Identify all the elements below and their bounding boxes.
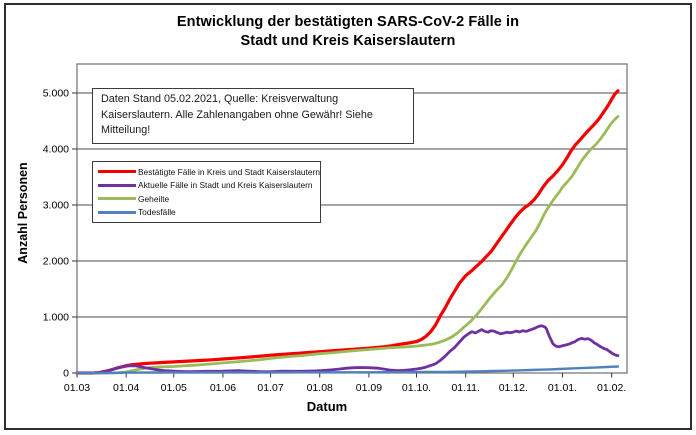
x-tick-label: 01.03: [64, 382, 90, 394]
y-tick-label: 0: [63, 368, 69, 380]
x-tick-label: 01.04: [113, 382, 139, 394]
x-tick-label: 01.08: [307, 382, 333, 394]
series-line: [75, 115, 620, 375]
x-tick-label: 01.01.: [548, 382, 577, 394]
data-note-line2: Kaiserslautern. Alle Zahlenangaben ohne …: [101, 108, 373, 137]
legend-label: Bestätigte Fälle in Kreis und Stadt Kais…: [138, 166, 321, 177]
y-tick-label: 2.000: [43, 256, 69, 268]
x-tick-label: 01.06: [210, 382, 236, 394]
legend-line-swatch: [98, 170, 136, 174]
y-tick-label: 3.000: [43, 200, 69, 212]
data-note-line1: Daten Stand 05.02.2021, Quelle: Kreisver…: [101, 93, 339, 105]
chart-title: Entwicklung der bestätigten SARS-CoV-2 F…: [0, 13, 696, 50]
x-tick-label: 01.02.: [597, 382, 626, 394]
legend-label: Todesfälle: [138, 207, 176, 218]
legend-label: Aktuelle Fälle in Stadt und Kreis Kaiser…: [138, 180, 313, 191]
x-tick-label: 01.07: [257, 382, 283, 394]
x-axis-title: Datum: [306, 399, 348, 414]
x-tick-label: 01.12.: [499, 382, 528, 394]
legend-item: Geheilte: [98, 192, 320, 206]
series-line: [75, 365, 620, 375]
figure-border: [4, 3, 692, 430]
y-tick-label: 4.000: [43, 144, 69, 156]
legend-line-swatch: [98, 197, 136, 201]
legend-item: Aktuelle Fälle in Stadt und Kreis Kaiser…: [98, 179, 320, 193]
x-tick-label: 01.09: [356, 382, 382, 394]
legend-label: Geheilte: [138, 193, 170, 204]
legend-item: Todesfälle: [98, 206, 320, 220]
x-tick-label: 01.10.: [402, 382, 431, 394]
y-tick-label: 1.000: [43, 312, 69, 324]
legend-line-swatch: [98, 210, 136, 214]
chart-title-line1: Entwicklung der bestätigten SARS-CoV-2 F…: [176, 14, 520, 30]
data-note-box: Daten Stand 05.02.2021, Quelle: Kreisver…: [92, 88, 414, 144]
x-tick-label: 01.05: [161, 382, 187, 394]
legend-item: Bestätigte Fälle in Kreis und Stadt Kais…: [98, 165, 320, 179]
x-tick-label: 01.11.: [451, 382, 479, 394]
legend-line-swatch: [98, 183, 136, 187]
chart-title-line2: Stadt und Kreis Kaiserslautern: [240, 32, 456, 49]
legend-box: Bestätigte Fälle in Kreis und Stadt Kais…: [92, 161, 321, 223]
y-tick-label: 5.000: [43, 88, 69, 100]
series-line: [75, 89, 620, 375]
